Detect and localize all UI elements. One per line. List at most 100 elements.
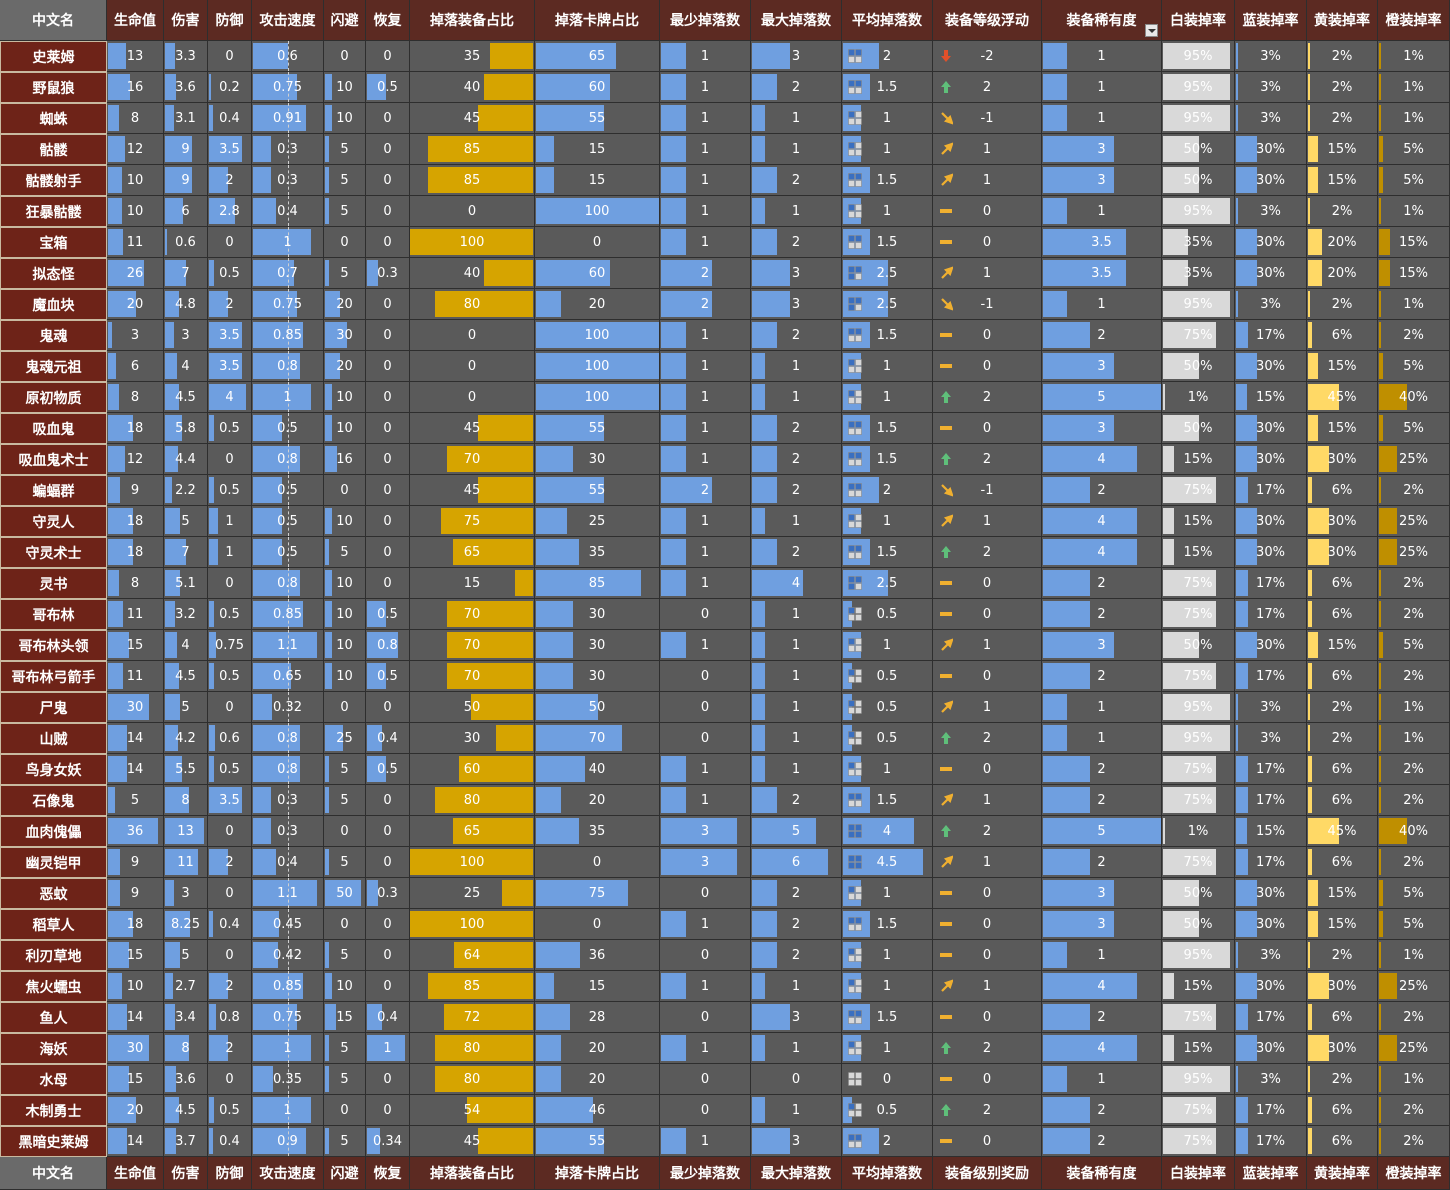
cell-y[interactable]: 2% [1307, 72, 1378, 103]
cell-flt[interactable]: 1 [933, 692, 1042, 723]
cell-hp[interactable]: 14 [107, 723, 164, 754]
cell-def[interactable]: 2 [208, 1033, 252, 1064]
cell-atk[interactable]: 8.25 [164, 909, 208, 940]
cell-hp[interactable]: 36 [107, 816, 164, 847]
cell-y[interactable]: 6% [1307, 661, 1378, 692]
cell-b[interactable]: 3% [1235, 692, 1307, 723]
cell-flt[interactable]: -1 [933, 103, 1042, 134]
cell-o[interactable]: 2% [1378, 1126, 1450, 1157]
cell-o[interactable]: 1% [1378, 196, 1450, 227]
cell-mx[interactable]: 1 [751, 351, 842, 382]
cell-o[interactable]: 1% [1378, 41, 1450, 72]
cell-rec[interactable]: 0.5 [366, 661, 410, 692]
cell-o[interactable]: 2% [1378, 1002, 1450, 1033]
cell-card[interactable]: 35 [535, 816, 660, 847]
cell-hp[interactable]: 14 [107, 1126, 164, 1157]
cell-def[interactable]: 3.5 [208, 134, 252, 165]
cell-name[interactable]: 狂暴骷髅 [0, 196, 107, 227]
cell-b[interactable]: 15% [1235, 382, 1307, 413]
header-avg[interactable]: 平均掉落数 [842, 0, 933, 41]
cell-eva[interactable]: 16 [324, 444, 366, 475]
cell-y[interactable]: 20% [1307, 258, 1378, 289]
cell-mn[interactable]: 1 [660, 754, 751, 785]
cell-atk[interactable]: 13 [164, 816, 208, 847]
cell-w[interactable]: 75% [1162, 1095, 1235, 1126]
header-def[interactable]: 防御 [208, 0, 252, 41]
cell-flt[interactable]: 0 [933, 878, 1042, 909]
cell-card[interactable]: 100 [535, 196, 660, 227]
cell-hp[interactable]: 14 [107, 1002, 164, 1033]
cell-spd[interactable]: 1.1 [252, 878, 324, 909]
cell-def[interactable]: 0.8 [208, 1002, 252, 1033]
cell-atk[interactable]: 5.5 [164, 754, 208, 785]
cell-eva[interactable]: 10 [324, 599, 366, 630]
cell-o[interactable]: 5% [1378, 878, 1450, 909]
cell-b[interactable]: 17% [1235, 1095, 1307, 1126]
footer-eva[interactable]: 闪避 [324, 1157, 366, 1190]
cell-hp[interactable]: 16 [107, 72, 164, 103]
cell-atk[interactable]: 3 [164, 878, 208, 909]
cell-name[interactable]: 吸血鬼 [0, 413, 107, 444]
cell-y[interactable]: 6% [1307, 754, 1378, 785]
cell-w[interactable]: 75% [1162, 568, 1235, 599]
cell-mn[interactable]: 1 [660, 537, 751, 568]
cell-avg[interactable]: 2 [842, 41, 933, 72]
cell-name[interactable]: 骷髅射手 [0, 165, 107, 196]
cell-mn[interactable]: 1 [660, 971, 751, 1002]
cell-rar[interactable]: 4 [1042, 506, 1162, 537]
cell-eqp[interactable]: 75 [410, 506, 535, 537]
cell-y[interactable]: 2% [1307, 1064, 1378, 1095]
cell-spd[interactable]: 0.4 [252, 196, 324, 227]
cell-flt[interactable]: 0 [933, 599, 1042, 630]
cell-eqp[interactable]: 0 [410, 196, 535, 227]
cell-mx[interactable]: 1 [751, 661, 842, 692]
cell-o[interactable]: 1% [1378, 72, 1450, 103]
cell-rec[interactable]: 0.5 [366, 72, 410, 103]
cell-rec[interactable]: 0 [366, 940, 410, 971]
cell-rec[interactable]: 0 [366, 134, 410, 165]
cell-avg[interactable]: 1.5 [842, 444, 933, 475]
cell-card[interactable]: 46 [535, 1095, 660, 1126]
cell-eqp[interactable]: 0 [410, 320, 535, 351]
cell-w[interactable]: 95% [1162, 196, 1235, 227]
cell-b[interactable]: 3% [1235, 1064, 1307, 1095]
cell-atk[interactable]: 3.6 [164, 1064, 208, 1095]
cell-o[interactable]: 5% [1378, 351, 1450, 382]
cell-w[interactable]: 15% [1162, 537, 1235, 568]
cell-mn[interactable]: 1 [660, 630, 751, 661]
cell-avg[interactable]: 2 [842, 1126, 933, 1157]
cell-o[interactable]: 5% [1378, 134, 1450, 165]
cell-eqp[interactable]: 100 [410, 227, 535, 258]
cell-avg[interactable]: 1.5 [842, 785, 933, 816]
cell-hp[interactable]: 13 [107, 41, 164, 72]
cell-eva[interactable]: 0 [324, 816, 366, 847]
cell-card[interactable]: 20 [535, 289, 660, 320]
cell-flt[interactable]: 2 [933, 537, 1042, 568]
cell-eva[interactable]: 10 [324, 382, 366, 413]
cell-spd[interactable]: 0.3 [252, 785, 324, 816]
cell-o[interactable]: 1% [1378, 723, 1450, 754]
cell-mx[interactable]: 2 [751, 320, 842, 351]
cell-w[interactable]: 95% [1162, 41, 1235, 72]
cell-rec[interactable]: 0 [366, 196, 410, 227]
cell-rar[interactable]: 1 [1042, 1064, 1162, 1095]
cell-rec[interactable]: 0 [366, 1095, 410, 1126]
cell-eqp[interactable]: 54 [410, 1095, 535, 1126]
cell-card[interactable]: 55 [535, 413, 660, 444]
cell-spd[interactable]: 0.7 [252, 258, 324, 289]
cell-eqp[interactable]: 80 [410, 1033, 535, 1064]
cell-spd[interactable]: 0.8 [252, 723, 324, 754]
cell-b[interactable]: 3% [1235, 196, 1307, 227]
cell-w[interactable]: 35% [1162, 258, 1235, 289]
cell-o[interactable]: 2% [1378, 754, 1450, 785]
footer-card[interactable]: 掉落卡牌占比 [535, 1157, 660, 1190]
cell-avg[interactable]: 0.5 [842, 1095, 933, 1126]
cell-mn[interactable]: 0 [660, 1095, 751, 1126]
cell-flt[interactable]: 1 [933, 134, 1042, 165]
cell-avg[interactable]: 1 [842, 351, 933, 382]
cell-mn[interactable]: 3 [660, 847, 751, 878]
cell-mn[interactable]: 1 [660, 320, 751, 351]
cell-eqp[interactable]: 85 [410, 165, 535, 196]
cell-y[interactable]: 15% [1307, 909, 1378, 940]
cell-w[interactable]: 50% [1162, 909, 1235, 940]
